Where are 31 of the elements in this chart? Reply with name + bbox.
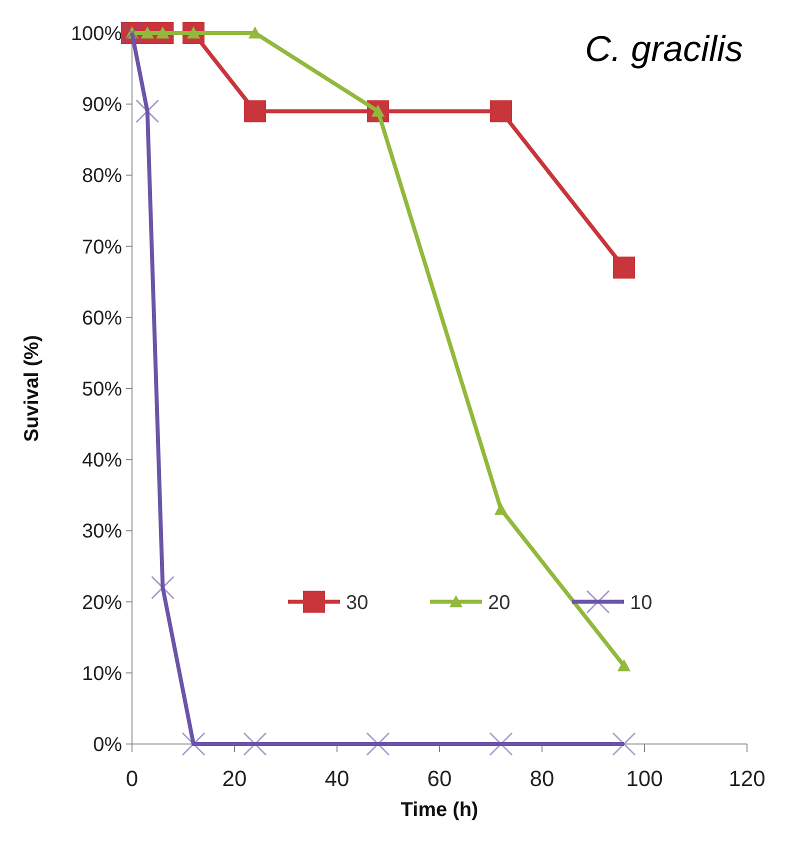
y-tick-label: 80% bbox=[82, 165, 122, 188]
legend-label: 30 bbox=[346, 592, 368, 614]
y-tick-label: 20% bbox=[82, 592, 122, 614]
chart-title: C. gracilis bbox=[584, 28, 743, 69]
point bbox=[244, 100, 266, 122]
y-tick-label: 90% bbox=[82, 94, 122, 116]
y-tick-label: 70% bbox=[82, 236, 122, 258]
point bbox=[494, 502, 508, 515]
legend-label: 10 bbox=[630, 592, 652, 614]
y-tick-label: 50% bbox=[82, 378, 122, 400]
point bbox=[613, 256, 635, 279]
y-tick-label: 60% bbox=[82, 307, 122, 330]
y-tick-label: 10% bbox=[82, 662, 122, 685]
x-tick-label: 20 bbox=[222, 766, 247, 791]
x-tick-label: 0 bbox=[126, 766, 138, 791]
x-axis-title: Time (h) bbox=[400, 799, 478, 821]
y-tick-label: 0% bbox=[93, 734, 122, 756]
legend-label: 20 bbox=[488, 592, 510, 614]
y-axis-title: Suvival (%) bbox=[21, 335, 43, 442]
point bbox=[248, 26, 262, 38]
x-tick-label: 60 bbox=[427, 766, 452, 791]
x-tick-label: 40 bbox=[324, 766, 350, 791]
y-tick-label: 100% bbox=[70, 23, 122, 45]
point bbox=[140, 26, 154, 38]
x-tick-label: 80 bbox=[530, 766, 554, 791]
y-tick-label: 40% bbox=[82, 450, 122, 472]
x-tick-label: 120 bbox=[728, 766, 766, 791]
y-tick-label: 30% bbox=[82, 520, 122, 543]
x-tick-label: 100 bbox=[626, 766, 663, 791]
point bbox=[617, 659, 631, 672]
point bbox=[490, 100, 512, 122]
